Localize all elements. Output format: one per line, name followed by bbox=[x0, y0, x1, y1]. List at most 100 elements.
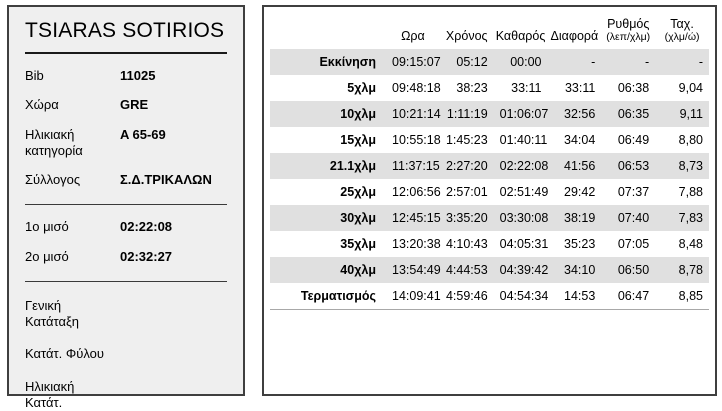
split-value: 06:53 bbox=[601, 153, 655, 179]
split-value: 33:11 bbox=[547, 75, 601, 101]
field-value: GRE bbox=[120, 97, 148, 113]
split-value: 4:59:46 bbox=[440, 283, 494, 310]
split-value: - bbox=[547, 49, 601, 75]
split-value: 03:30:08 bbox=[494, 205, 548, 231]
split-value: 10:21:14 bbox=[386, 101, 440, 127]
split-label: 25χλμ bbox=[270, 179, 386, 205]
split-value: 3:35:20 bbox=[440, 205, 494, 231]
column-header: Ρυθμός(λεπ/χλμ) bbox=[601, 15, 655, 49]
split-value: 7,83 bbox=[655, 205, 709, 231]
field-value: 02:32:27 bbox=[120, 249, 172, 265]
divider bbox=[25, 281, 227, 282]
split-value: 12:45:15 bbox=[386, 205, 440, 231]
split-label: 40χλμ bbox=[270, 257, 386, 283]
split-value: 34:10 bbox=[547, 257, 601, 283]
ranking-field: Ηλικιακή Κατάτ. bbox=[25, 379, 227, 411]
split-value: 06:50 bbox=[601, 257, 655, 283]
column-header-unit: (λεπ/χλμ) bbox=[603, 31, 653, 43]
field-label: 1ο μισό bbox=[25, 219, 120, 235]
column-header-label: Καθαρός bbox=[496, 29, 546, 43]
split-label: 35χλμ bbox=[270, 231, 386, 257]
split-value: 38:23 bbox=[440, 75, 494, 101]
split-value: 34:04 bbox=[547, 127, 601, 153]
field-label: Bib bbox=[25, 68, 120, 84]
split-value: 00:00 bbox=[494, 49, 548, 75]
column-header: Διαφορά bbox=[547, 15, 601, 49]
field-label: Χώρα bbox=[25, 97, 120, 113]
split-value: 13:20:38 bbox=[386, 231, 440, 257]
field-value: 11025 bbox=[120, 68, 155, 84]
split-value: 01:40:11 bbox=[494, 127, 548, 153]
split-value: 09:15:07 bbox=[386, 49, 440, 75]
column-header: Ωρα bbox=[386, 15, 440, 49]
split-value: 2:27:20 bbox=[440, 153, 494, 179]
split-value: 10:55:18 bbox=[386, 127, 440, 153]
split-label: 5χλμ bbox=[270, 75, 386, 101]
split-value: 32:56 bbox=[547, 101, 601, 127]
field-label: Σύλλογος bbox=[25, 172, 120, 188]
split-value: 14:09:41 bbox=[386, 283, 440, 310]
split-value: 06:47 bbox=[601, 283, 655, 310]
split-value: 7,88 bbox=[655, 179, 709, 205]
field-value: Σ.Δ.ΤΡΙΚΑΛΩΝ bbox=[120, 172, 212, 188]
split-value: 04:39:42 bbox=[494, 257, 548, 283]
split-value: - bbox=[655, 49, 709, 75]
column-header-label: Διαφορά bbox=[549, 29, 599, 43]
split-value: 8,85 bbox=[655, 283, 709, 310]
split-value: 8,73 bbox=[655, 153, 709, 179]
split-value: 07:37 bbox=[601, 179, 655, 205]
split-value: 8,78 bbox=[655, 257, 709, 283]
column-header bbox=[270, 15, 386, 49]
split-label: 21.1χλμ bbox=[270, 153, 386, 179]
column-header-label: Ρυθμός bbox=[603, 17, 653, 31]
split-label: 10χλμ bbox=[270, 101, 386, 127]
column-header-label: Ωρα bbox=[388, 29, 438, 43]
split-value: 05:12 bbox=[440, 49, 494, 75]
divider bbox=[25, 204, 227, 205]
split-value: 8,48 bbox=[655, 231, 709, 257]
field-label: Κατάτ. Φύλου bbox=[25, 346, 120, 362]
field-value: A 65-69 bbox=[120, 127, 166, 143]
split-value: 11:37:15 bbox=[386, 153, 440, 179]
split-value: 04:54:34 bbox=[494, 283, 548, 310]
column-header-label: Χρόνος bbox=[442, 29, 492, 43]
split-value: 29:42 bbox=[547, 179, 601, 205]
split-value: 12:06:56 bbox=[386, 179, 440, 205]
split-value: 35:23 bbox=[547, 231, 601, 257]
split-value: 4:44:53 bbox=[440, 257, 494, 283]
column-header: Χρόνος bbox=[440, 15, 494, 49]
split-value: 02:51:49 bbox=[494, 179, 548, 205]
split-value: 06:38 bbox=[601, 75, 655, 101]
ranking-field: Κατάτ. Φύλου bbox=[25, 346, 227, 362]
column-header-label: Ταχ. bbox=[657, 17, 707, 31]
field-label: Ηλικιακή κατηγορία bbox=[25, 127, 120, 160]
split-value: 07:40 bbox=[601, 205, 655, 231]
athlete-name: TSIARAS SOTIRIOS bbox=[25, 19, 227, 54]
column-header-unit: (χλμ/ώ) bbox=[657, 31, 707, 43]
split-label: 15χλμ bbox=[270, 127, 386, 153]
split-value: 02:22:08 bbox=[494, 153, 548, 179]
split-value: 4:10:43 bbox=[440, 231, 494, 257]
split-label: 30χλμ bbox=[270, 205, 386, 231]
column-header: Ταχ.(χλμ/ώ) bbox=[655, 15, 709, 49]
split-value: 06:49 bbox=[601, 127, 655, 153]
